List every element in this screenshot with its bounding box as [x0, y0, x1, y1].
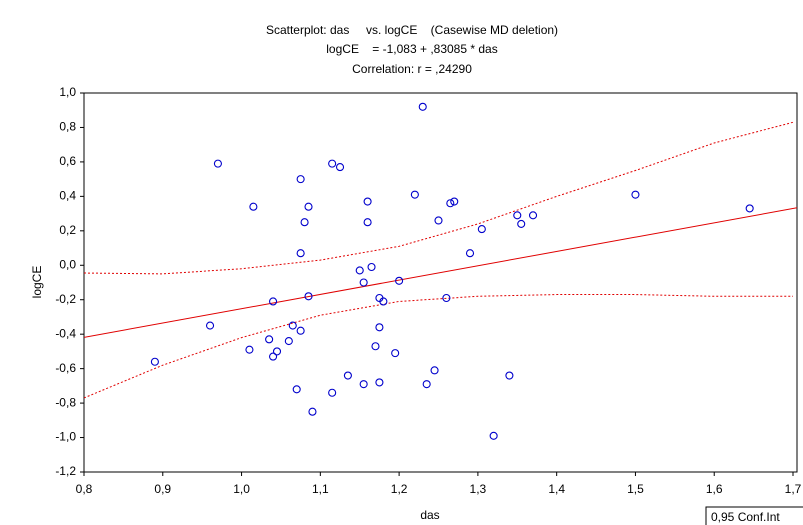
x-tick-label: 1,7	[785, 482, 802, 496]
point	[375, 323, 384, 332]
x-tick-label: 0,8	[76, 482, 93, 496]
point	[422, 380, 431, 389]
y-tick-label: 1,0	[59, 85, 76, 99]
point	[465, 249, 475, 258]
point	[296, 175, 305, 184]
point	[379, 297, 388, 306]
point	[272, 347, 282, 356]
y-tick-label: 0,8	[59, 120, 76, 134]
x-tick-label: 1,0	[233, 482, 250, 496]
point	[517, 219, 526, 228]
point	[292, 385, 301, 394]
y-tick-label: -1,2	[55, 464, 76, 478]
point	[296, 249, 305, 258]
plot-area	[83, 92, 798, 473]
point	[304, 292, 313, 301]
point	[359, 278, 368, 287]
point	[367, 262, 376, 272]
point	[477, 225, 486, 234]
point	[363, 197, 372, 206]
point	[335, 163, 345, 172]
point	[265, 335, 274, 344]
x-tick-label: 1,4	[548, 482, 565, 496]
chart-title: Scatterplot: das vs. logCE (Casewise MD …	[266, 23, 558, 37]
point	[269, 352, 278, 361]
regression-line	[84, 207, 797, 338]
point	[288, 321, 297, 330]
chart-subtitle: logCE = -1,083 + ,83085 * das	[326, 42, 497, 56]
point	[328, 388, 337, 397]
point	[308, 407, 317, 416]
x-axis-label: das	[420, 508, 439, 522]
point	[284, 337, 293, 346]
point	[442, 293, 451, 303]
point	[446, 199, 455, 208]
point	[513, 211, 522, 220]
point	[528, 211, 538, 220]
point	[355, 266, 364, 275]
legend-label: 0,95 Conf.Int	[711, 510, 780, 524]
point	[205, 321, 215, 330]
point	[745, 204, 754, 213]
point	[359, 380, 368, 389]
x-tick-label: 1,3	[470, 482, 487, 496]
point	[450, 197, 459, 206]
x-tick-label: 1,1	[312, 482, 329, 496]
point	[213, 159, 222, 168]
point	[300, 218, 309, 227]
point	[505, 371, 514, 380]
y-tick-label: -1,0	[55, 430, 76, 444]
point	[296, 326, 305, 335]
y-tick-label: 0,0	[59, 257, 76, 271]
point	[328, 159, 337, 168]
point	[395, 276, 404, 285]
annotation: Correlation: r = ,24290	[352, 62, 472, 76]
y-tick-label: -0,6	[55, 361, 76, 375]
point	[410, 190, 419, 199]
y-tick-label: -0,8	[55, 395, 76, 409]
point	[434, 216, 443, 225]
x-tick-label: 0,9	[154, 482, 171, 496]
point	[363, 218, 372, 227]
y-tick-label: -0,4	[55, 326, 76, 340]
point	[418, 102, 427, 111]
x-tick-label: 1,2	[391, 482, 408, 496]
point	[430, 366, 439, 375]
y-axis-label: logCE	[30, 266, 44, 299]
y-tick-label: 0,4	[59, 189, 76, 203]
legend-box	[705, 506, 803, 525]
point	[245, 345, 254, 354]
point	[249, 202, 258, 211]
point	[304, 202, 313, 211]
point	[375, 378, 384, 387]
point	[631, 190, 640, 199]
x-tick-label: 1,5	[627, 482, 644, 496]
point	[150, 357, 159, 366]
point	[371, 342, 380, 351]
y-tick-label: 0,2	[59, 223, 76, 237]
point	[391, 349, 400, 358]
y-tick-label: 0,6	[59, 154, 76, 168]
point	[489, 431, 498, 440]
point	[269, 297, 278, 306]
y-tick-label: -0,2	[55, 292, 76, 306]
point	[343, 371, 352, 380]
x-tick-label: 1,6	[706, 482, 723, 496]
confidence-band	[84, 121, 794, 275]
